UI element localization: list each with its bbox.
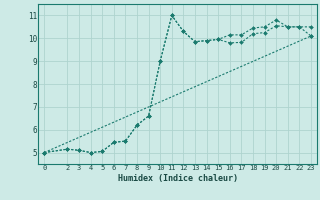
X-axis label: Humidex (Indice chaleur): Humidex (Indice chaleur) bbox=[118, 174, 238, 183]
